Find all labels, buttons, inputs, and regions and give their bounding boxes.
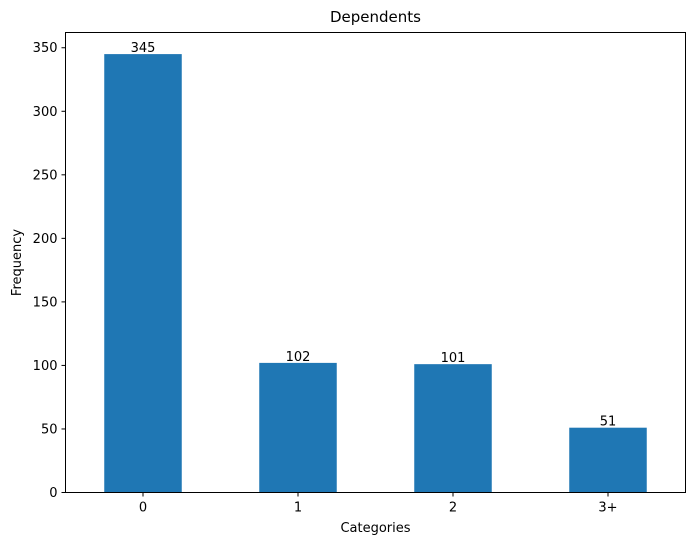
x-axis-ticks: 0 1 2 3+ (139, 492, 618, 516)
bar-1 (259, 362, 337, 493)
data-labels: 345 102 101 51 (131, 41, 617, 430)
x-tick-label: 0 (139, 501, 147, 516)
y-tick-label: 250 (33, 168, 58, 183)
chart-title: Dependents (330, 8, 421, 26)
y-tick-label: 300 (33, 105, 58, 120)
data-label: 102 (286, 350, 311, 365)
bar-0 (104, 54, 182, 493)
bar-2 (414, 364, 492, 493)
bar-3+ (569, 427, 647, 493)
bars (104, 54, 647, 493)
y-tick-label: 100 (33, 359, 58, 374)
x-tick-label: 3+ (598, 501, 617, 516)
y-tick-label: 200 (33, 232, 58, 247)
y-axis-title: Frequency (10, 229, 25, 296)
y-tick-label: 0 (49, 486, 57, 501)
x-tick-label: 2 (449, 501, 457, 516)
y-tick-label: 50 (41, 422, 58, 437)
x-tick-label: 1 (294, 501, 302, 516)
data-label: 345 (131, 41, 156, 56)
y-tick-label: 350 (33, 41, 58, 56)
y-axis-ticks: 0 50 100 150 200 250 300 350 (33, 41, 66, 501)
x-axis-title: Categories (340, 521, 410, 536)
y-tick-label: 150 (33, 295, 58, 310)
data-label: 101 (441, 351, 466, 366)
plot-frame (65, 32, 686, 493)
data-label: 51 (600, 415, 617, 430)
